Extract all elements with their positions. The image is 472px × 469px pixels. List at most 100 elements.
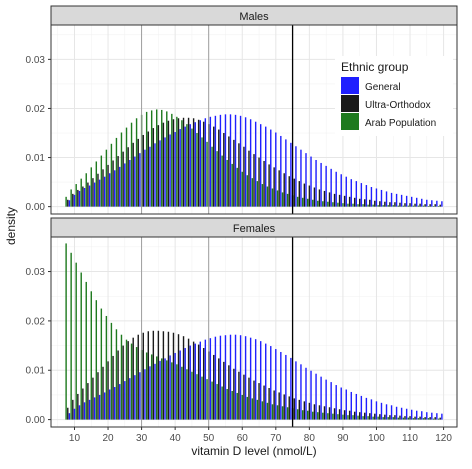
bar-arab-population-males	[407, 205, 410, 207]
bar-arab-population-females	[251, 398, 254, 420]
x-tick-label: 40	[170, 433, 182, 444]
bar-general-males	[229, 114, 232, 207]
bar-ultra-orthodox-males	[258, 157, 260, 207]
bar-ultra-orthodox-males	[142, 134, 144, 207]
bar-ultra-orthodox-females	[429, 417, 431, 420]
bar-arab-population-females	[90, 291, 92, 420]
bar-ultra-orthodox-males	[223, 133, 225, 207]
bar-arab-population-males	[387, 205, 389, 207]
bar-ultra-orthodox-females	[439, 417, 441, 420]
bar-arab-population-females	[372, 416, 374, 420]
bar-general-females	[416, 410, 418, 420]
bar-ultra-orthodox-males	[313, 187, 316, 207]
bar-arab-population-males	[186, 124, 188, 207]
bar-arab-population-females	[392, 417, 394, 420]
bar-arab-population-males	[352, 203, 354, 207]
bar-arab-population-males	[347, 203, 349, 207]
bar-arab-population-females	[402, 417, 405, 420]
y-tick-label: 0.02	[26, 104, 46, 115]
bar-arab-population-males	[301, 197, 304, 207]
bar-arab-population-males	[296, 196, 299, 207]
legend-key-general	[341, 77, 359, 94]
bar-general-males	[73, 194, 76, 207]
bar-general-males	[103, 176, 106, 207]
bar-ultra-orthodox-females	[273, 390, 275, 420]
bar-general-males	[370, 187, 373, 207]
bar-arab-population-females	[382, 417, 384, 420]
bar-general-males	[184, 126, 186, 207]
bar-general-females	[184, 348, 186, 420]
bar-arab-population-females	[241, 394, 243, 420]
bar-arab-population-females	[432, 418, 435, 420]
x-tick-label: 20	[102, 433, 114, 444]
reference-lines-females	[50, 236, 458, 428]
bar-general-females	[315, 373, 317, 420]
bar-arab-population-females	[130, 343, 133, 420]
bar-arab-population-males	[191, 128, 193, 207]
bar-general-males	[365, 185, 368, 207]
bar-general-males	[83, 187, 86, 207]
y-tick-label: 0.00	[26, 202, 46, 213]
bar-general-males	[431, 200, 433, 207]
bar-general-females	[441, 413, 443, 420]
bar-ultra-orthodox-females	[293, 398, 295, 420]
bar-arab-population-females	[397, 417, 399, 420]
bar-general-males	[355, 181, 358, 207]
bar-arab-population-females	[85, 281, 87, 420]
bar-ultra-orthodox-females	[394, 415, 396, 420]
bar-arab-population-males	[256, 181, 259, 207]
bar-arab-population-females	[135, 347, 138, 420]
bar-general-females	[325, 379, 327, 420]
bar-ultra-orthodox-males	[197, 119, 200, 207]
bar-ultra-orthodox-females	[318, 405, 321, 420]
bar-arab-population-females	[307, 410, 309, 420]
bar-ultra-orthodox-females	[167, 331, 170, 420]
bar-general-females	[421, 411, 423, 420]
bar-ultra-orthodox-females	[233, 368, 235, 420]
bar-arab-population-females	[216, 384, 218, 420]
x-tick-label: 90	[337, 433, 349, 444]
bar-ultra-orthodox-females	[268, 388, 270, 420]
bar-arab-population-males	[332, 202, 334, 207]
legend: Ethnic group General Ultra-Orthodox Arab…	[335, 56, 453, 136]
reference-lines-males	[50, 24, 458, 215]
bar-arab-population-females	[362, 416, 364, 420]
bar-general-females	[254, 339, 257, 420]
bar-ultra-orthodox-females	[197, 344, 200, 420]
bar-arab-population-males	[337, 202, 339, 207]
bar-arab-population-males	[327, 201, 329, 207]
legend-label-ultra-orthodox: Ultra-Orthodox	[365, 100, 431, 111]
bar-general-females	[244, 336, 247, 420]
bar-arab-population-females	[231, 390, 233, 420]
bar-arab-population-females	[150, 354, 153, 420]
bar-arab-population-males	[135, 118, 138, 207]
bar-arab-population-females	[337, 414, 339, 420]
bar-ultra-orthodox-males	[369, 199, 371, 207]
bar-ultra-orthodox-males	[429, 204, 431, 207]
bar-arab-population-females	[211, 381, 213, 420]
y-tick-label: 0.00	[26, 415, 46, 426]
bar-ultra-orthodox-females	[374, 413, 376, 420]
x-tick-label: 50	[203, 433, 215, 444]
bar-general-males	[204, 118, 207, 207]
bar-arab-population-females	[115, 329, 118, 420]
bar-general-males	[325, 165, 327, 207]
bar-ultra-orthodox-males	[318, 189, 321, 207]
bar-general-males	[68, 200, 71, 207]
bar-general-females	[310, 370, 312, 420]
bar-ultra-orthodox-females	[369, 413, 371, 420]
bar-ultra-orthodox-females	[152, 330, 155, 420]
bar-arab-population-females	[276, 405, 279, 420]
bar-ultra-orthodox-females	[283, 394, 285, 420]
bar-general-females	[290, 357, 292, 420]
bar-ultra-orthodox-females	[137, 334, 139, 420]
bar-ultra-orthodox-females	[182, 336, 185, 420]
bar-ultra-orthodox-females	[218, 358, 220, 420]
bar-ultra-orthodox-males	[192, 118, 195, 207]
bar-arab-population-males	[322, 201, 324, 207]
bar-general-females	[68, 413, 71, 420]
bar-arab-population-females	[100, 308, 103, 420]
bar-ultra-orthodox-males	[384, 201, 386, 207]
bar-ultra-orthodox-males	[374, 200, 376, 207]
bar-general-females	[114, 387, 116, 420]
